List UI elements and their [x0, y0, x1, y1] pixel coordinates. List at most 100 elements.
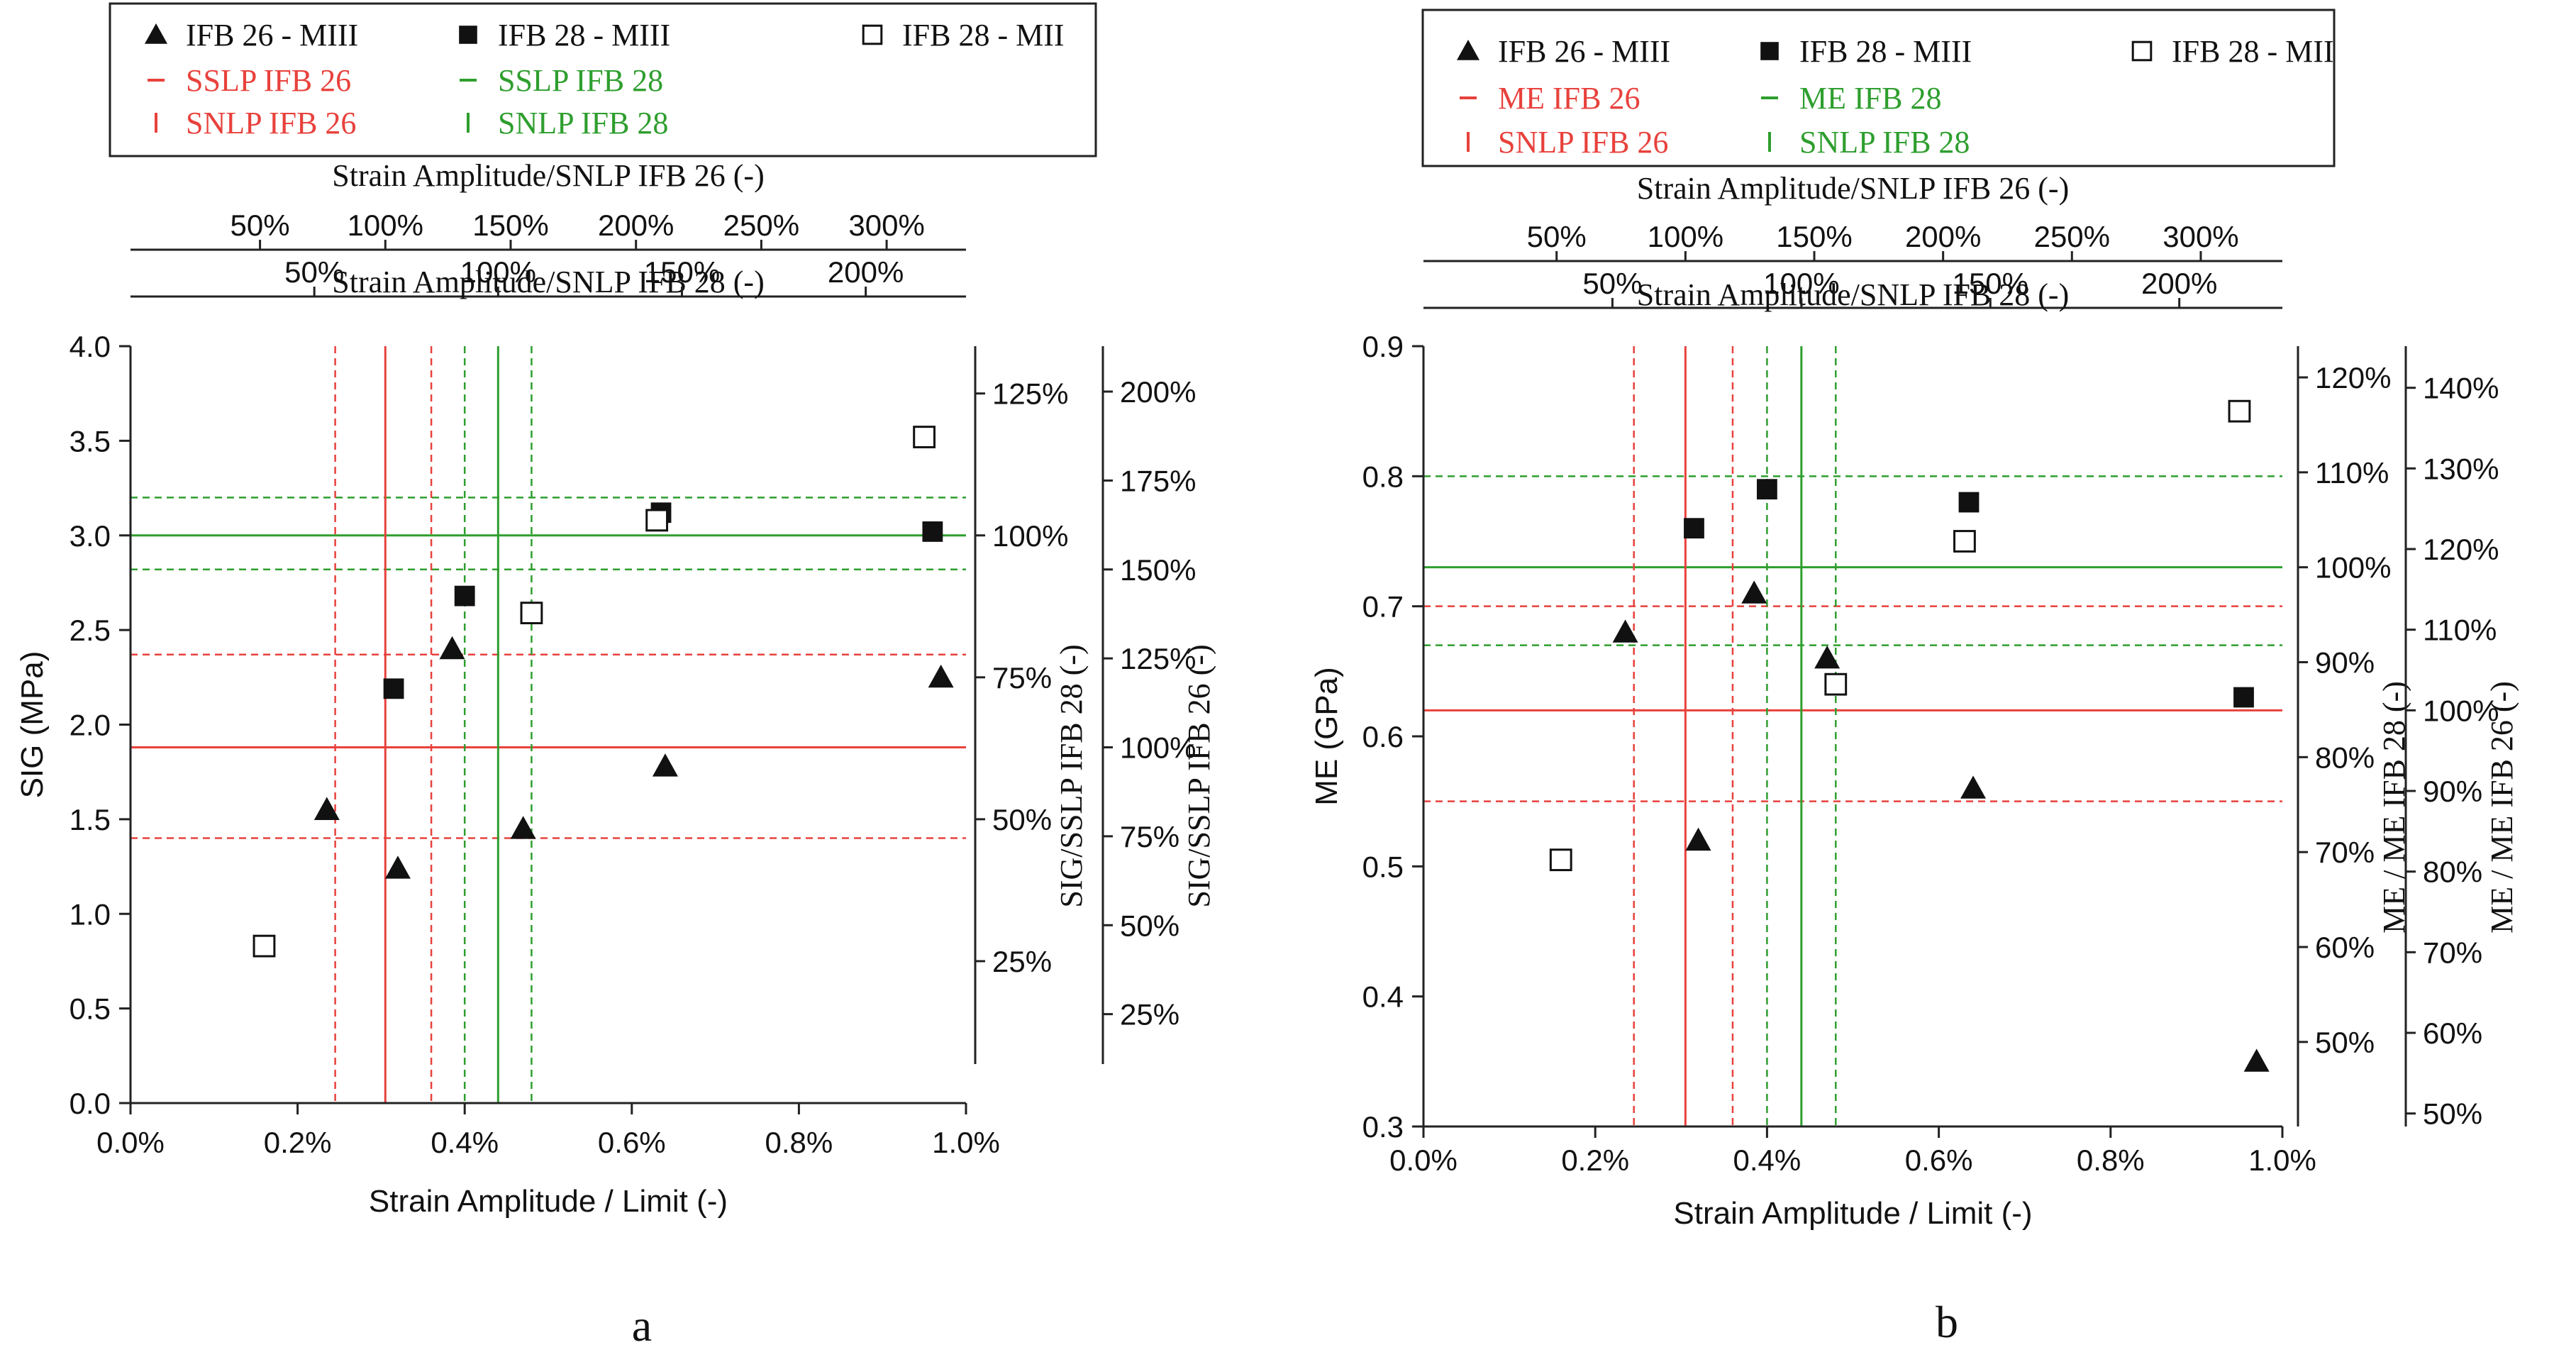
top-tick-label: 150% [1953, 267, 2028, 300]
legend-marker [1457, 40, 1479, 60]
legend-label: IFB 28 - MIII [1799, 34, 1972, 69]
top-tick-label: 50% [1527, 220, 1587, 253]
top-tick-label: 150% [644, 255, 720, 289]
top-tick-label: 200% [1905, 220, 1981, 253]
right-tick-label: 50% [2315, 1026, 2375, 1059]
top-axis-28: Strain Amplitude/SNLP IFB 28 (-)50% 100% 1… [131, 255, 966, 299]
y-tick-label: 3.5 [70, 424, 111, 458]
legend-label: ME IFB 28 [1799, 81, 1941, 116]
x-tick-label: 0.0% [96, 1126, 165, 1159]
right-axis-28: 50%60%70%80%90%100%110%120%ME / ME IFB 2… [2297, 346, 2411, 1126]
x-tick-label: 0.8% [765, 1126, 833, 1159]
right-tick-label: 75% [992, 661, 1052, 694]
legend-label: SNLP IFB 28 [1799, 125, 1970, 160]
right-tick-label: 90% [2423, 775, 2482, 808]
y-tick-label: 0.4 [1362, 980, 1404, 1014]
series-triangle [313, 636, 954, 879]
legend-marker [145, 23, 167, 44]
right-tick-label: 70% [2315, 836, 2375, 869]
right-tick-label: 130% [2423, 452, 2499, 485]
legend-marker [2131, 40, 2153, 62]
right-tick-label: 110% [2315, 456, 2389, 489]
y-axis-label: SIG (MPa) [15, 651, 50, 799]
legend-label: IFB 26 - MIII [1498, 34, 1670, 69]
data-point [1684, 518, 1704, 539]
x-tick-label: 0.2% [1561, 1144, 1629, 1177]
data-point [510, 816, 536, 839]
series-triangle [1612, 580, 2270, 1072]
top-tick-label: 250% [2034, 220, 2110, 253]
top-axis-26: Strain Amplitude/SNLP IFB 26 (-) 50% 100% 1… [131, 158, 966, 251]
top-tick-label: 200% [828, 255, 904, 289]
right-tick-label: 200% [1120, 375, 1196, 409]
y-tick-label: 0.0 [70, 1087, 111, 1120]
legend-frame [1421, 9, 2336, 167]
data-point [1612, 619, 1638, 643]
right-tick-label: 50% [992, 803, 1052, 836]
data-point [1685, 827, 1711, 851]
data-point [384, 856, 411, 879]
data-point [652, 753, 678, 777]
legend-marker [1760, 42, 1779, 60]
axes: 0.0% 0.2% 0.4% 0.6% 0.8% 1.0% Strain Amplitude… [1309, 330, 2316, 1231]
data-point [439, 636, 465, 660]
series-square-filled [1684, 479, 2254, 708]
top-axis-label: Strain Amplitude/SNLP IFB 26 (-) [332, 158, 765, 193]
legend-label: SNLP IFB 26 [186, 106, 356, 140]
right-tick-label: 175% [1120, 464, 1196, 497]
legend: IFB 26 - MIII IFB 28 - MIII IFB 28 - MII ME… [1421, 9, 2336, 167]
data-point [1549, 848, 1572, 872]
right-axis-label: SIG/SSLP IFB 28 (-) [1054, 644, 1089, 907]
y-tick-label: 3.0 [70, 519, 111, 553]
x-tick-label: 0.6% [598, 1126, 666, 1159]
legend-label: SNLP IFB 28 [498, 106, 668, 140]
legend-label: IFB 28 - MII [902, 18, 1065, 52]
panel-label: b [1936, 1297, 1958, 1347]
data-point [1757, 479, 1777, 500]
top-tick-label: 300% [848, 209, 924, 242]
reference-lines [131, 346, 966, 1103]
right-tick-label: 50% [1120, 909, 1179, 942]
data-point [928, 664, 954, 688]
data-point [1953, 530, 1976, 553]
y-tick-label: 1.5 [70, 803, 111, 836]
top-tick-label: 100% [1648, 220, 1723, 253]
data-point [922, 521, 943, 542]
y-tick-label: 0.8 [1362, 460, 1404, 493]
right-tick-label: 150% [1120, 553, 1196, 587]
axes: 0.0% 0.2% 0.4% 0.6% 0.8% 1.0% Strain Amplitude… [15, 330, 1000, 1219]
top-tick-label: 100% [1763, 267, 1839, 300]
top-tick-label: 200% [2141, 267, 2217, 300]
top-tick-label: 150% [1776, 220, 1852, 253]
top-axis-label: Strain Amplitude/SNLP IFB 26 (-) [1637, 171, 2070, 206]
data-point [1741, 580, 1767, 604]
data-point [2228, 399, 2251, 423]
legend: IFB 26 - MIII IFB 28 - MIII IFB 28 - MII SS… [109, 2, 1097, 157]
legend-label: SNLP IFB 26 [1498, 125, 1668, 160]
right-tick-label: 125% [992, 377, 1068, 411]
right-tick-label: 80% [2423, 856, 2482, 889]
legend-marker [459, 26, 477, 44]
x-tick-label: 0.0% [1389, 1144, 1458, 1177]
x-tick-label: 1.0% [2248, 1144, 2316, 1177]
right-tick-label: 50% [2423, 1097, 2482, 1131]
y-tick-label: 2.5 [70, 614, 111, 647]
data-point [2233, 687, 2254, 708]
series-square-filled [383, 502, 943, 699]
data-point [1824, 672, 1848, 696]
top-axis-label: Strain Amplitude/SNLP IFB 28 (-) [332, 265, 765, 299]
data-point [454, 585, 475, 607]
right-tick-label: 120% [2315, 361, 2391, 394]
top-axis-28: Strain Amplitude/SNLP IFB 28 (-)50% 100% 1… [1423, 267, 2282, 312]
y-tick-label: 0.9 [1362, 330, 1404, 363]
y-tick-label: 0.5 [1362, 850, 1404, 883]
top-axis-26: Strain Amplitude/SNLP IFB 26 (-) 50% 100% 1… [1423, 171, 2282, 262]
data-point [383, 678, 404, 699]
right-axis-label: ME / ME IFB 26 (-) [2485, 681, 2519, 934]
y-tick-label: 1.0 [70, 897, 111, 931]
data-point [2243, 1048, 2270, 1072]
right-tick-label: 90% [2315, 646, 2375, 680]
x-tick-label: 0.4% [1733, 1144, 1801, 1177]
data-point [1958, 492, 1980, 513]
